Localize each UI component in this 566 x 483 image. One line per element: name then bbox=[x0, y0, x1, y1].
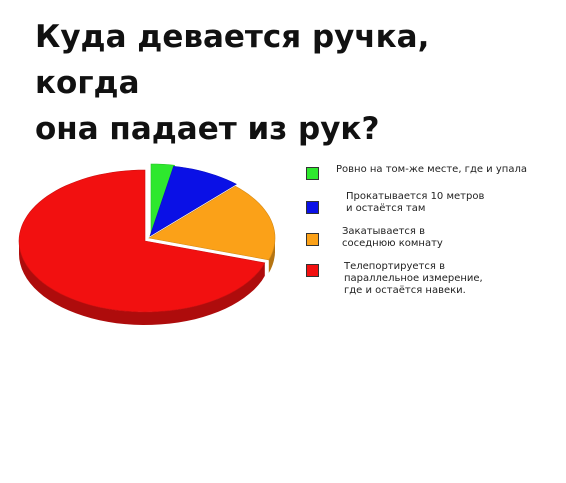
legend-swatch-green bbox=[306, 167, 319, 180]
title-line-1: Куда девается ручка, когда bbox=[35, 19, 430, 101]
legend-swatch-orange bbox=[306, 233, 319, 246]
legend-label-rolls-10m: Прокатывается 10 метров и остаётся там bbox=[346, 191, 485, 214]
title-line-2: она падает из рук? bbox=[35, 111, 380, 147]
legend-label-same-place: Ровно на том-же месте, где и упала bbox=[336, 164, 527, 175]
slice-next-room bbox=[148, 185, 276, 261]
pie-chart bbox=[18, 163, 276, 325]
legend-swatch-blue bbox=[306, 201, 319, 214]
slice-next-room-side bbox=[268, 238, 275, 273]
slice-teleport bbox=[18, 169, 266, 313]
legend-label-teleport: Телепортируется в параллельное измерение… bbox=[344, 261, 483, 296]
chart-title: Куда девается ручка, когда она падает из… bbox=[35, 14, 535, 152]
slice-rolls-10m bbox=[149, 165, 237, 237]
legend-label-next-room: Закатывается в соседнюю комнату bbox=[342, 226, 443, 249]
legend-swatch-red bbox=[306, 264, 319, 277]
